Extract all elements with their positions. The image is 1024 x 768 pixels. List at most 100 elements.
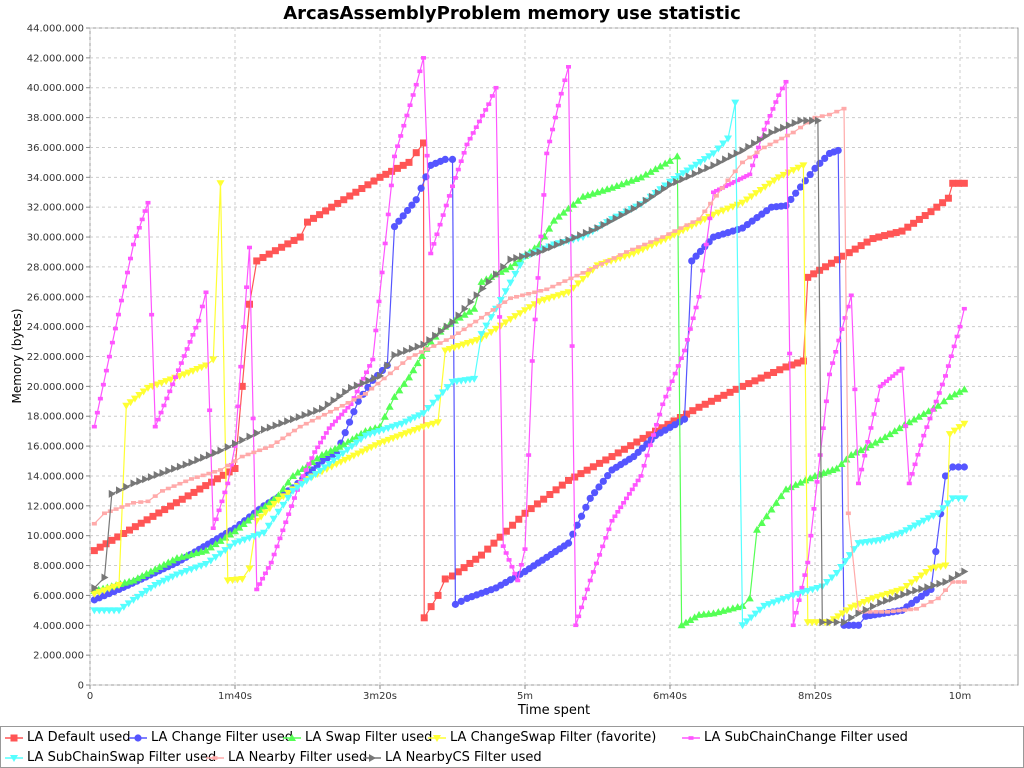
data-point: [177, 481, 183, 486]
data-point: [241, 325, 247, 329]
data-point: [948, 354, 954, 359]
data-point: [678, 356, 684, 361]
data-point: [397, 431, 406, 439]
data-point: [400, 361, 406, 365]
data-point: [211, 554, 220, 562]
data-point: [298, 481, 307, 489]
data-point: [446, 194, 452, 198]
data-point: [832, 570, 841, 578]
data-point: [321, 412, 327, 417]
data-point: [200, 473, 206, 478]
data-point: [176, 462, 184, 471]
data-point: [767, 142, 773, 147]
data-point: [384, 361, 392, 370]
data-point: [246, 300, 253, 308]
data-point: [345, 454, 354, 462]
data-point: [924, 583, 932, 592]
data-point: [790, 130, 796, 135]
data-point: [682, 348, 687, 353]
data-point: [629, 487, 635, 492]
data-point: [450, 344, 459, 352]
data-point: [724, 205, 732, 213]
data-point: [532, 290, 538, 295]
data-point: [497, 315, 503, 319]
data-point: [956, 580, 962, 584]
data-point: [950, 580, 956, 584]
data-point: [755, 145, 761, 150]
data-point: [511, 259, 520, 267]
data-point: [698, 166, 706, 175]
data-point: [571, 233, 579, 242]
data-point: [306, 462, 312, 466]
data-point: [855, 609, 863, 618]
data-point: [854, 621, 863, 629]
data-point: [367, 444, 376, 452]
data-point: [506, 279, 515, 287]
legend-swatch: [428, 734, 446, 742]
data-point: [479, 315, 484, 320]
data-point: [164, 575, 173, 583]
data-point: [459, 341, 468, 349]
data-point: [873, 610, 879, 614]
data-point: [764, 120, 770, 125]
data-point: [574, 280, 583, 288]
data-point: [634, 248, 643, 256]
legend-label: LA Nearby Filter used: [228, 750, 368, 765]
data-point: [330, 396, 338, 405]
data-point: [583, 466, 591, 474]
data-point: [719, 207, 728, 215]
data-point: [751, 377, 759, 385]
data-point: [361, 432, 370, 440]
data-point: [190, 332, 196, 337]
data-point: [250, 533, 259, 541]
data-point: [356, 436, 365, 444]
data-point: [120, 530, 128, 538]
data-point: [271, 552, 277, 557]
data-point: [203, 290, 209, 295]
data-point: [674, 173, 683, 181]
data-point: [651, 165, 660, 173]
data-point: [896, 369, 902, 373]
data-point: [931, 564, 940, 572]
data-point: [582, 503, 590, 511]
data-point: [316, 211, 324, 219]
data-point: [146, 584, 155, 592]
data-point: [123, 482, 131, 491]
data-point: [432, 331, 440, 340]
data-point: [811, 507, 817, 511]
data-point: [930, 408, 936, 412]
data-point: [666, 232, 672, 236]
data-point: [279, 501, 288, 509]
legend-label: LA SubChainSwap Filter used: [27, 750, 217, 765]
data-point: [413, 82, 419, 87]
data-point: [863, 238, 871, 246]
data-point: [207, 408, 213, 413]
data-point: [496, 533, 504, 541]
data-point: [334, 406, 339, 411]
data-point: [745, 142, 753, 151]
data-point: [375, 428, 384, 436]
data-point: [270, 501, 279, 509]
data-point: [264, 522, 273, 530]
data-point: [144, 384, 152, 392]
data-point: [791, 118, 799, 127]
data-point: [309, 418, 315, 423]
data-point: [719, 186, 725, 190]
data-point: [954, 495, 963, 503]
data-point: [364, 370, 370, 375]
y-tick-label: 30.000.000: [27, 233, 84, 244]
data-point: [277, 536, 283, 541]
data-point: [192, 564, 201, 572]
data-point: [417, 184, 425, 192]
data-point: [412, 196, 420, 204]
data-point: [677, 621, 686, 629]
data-point: [711, 190, 716, 195]
data-point: [837, 460, 846, 468]
data-point: [480, 113, 486, 118]
data-point: [609, 518, 615, 523]
legend-item: LA ChangeSwap Filter (favorite): [428, 730, 656, 746]
data-point: [801, 476, 810, 484]
data-point: [389, 435, 398, 443]
data-point: [586, 268, 592, 272]
data-point: [381, 376, 387, 381]
